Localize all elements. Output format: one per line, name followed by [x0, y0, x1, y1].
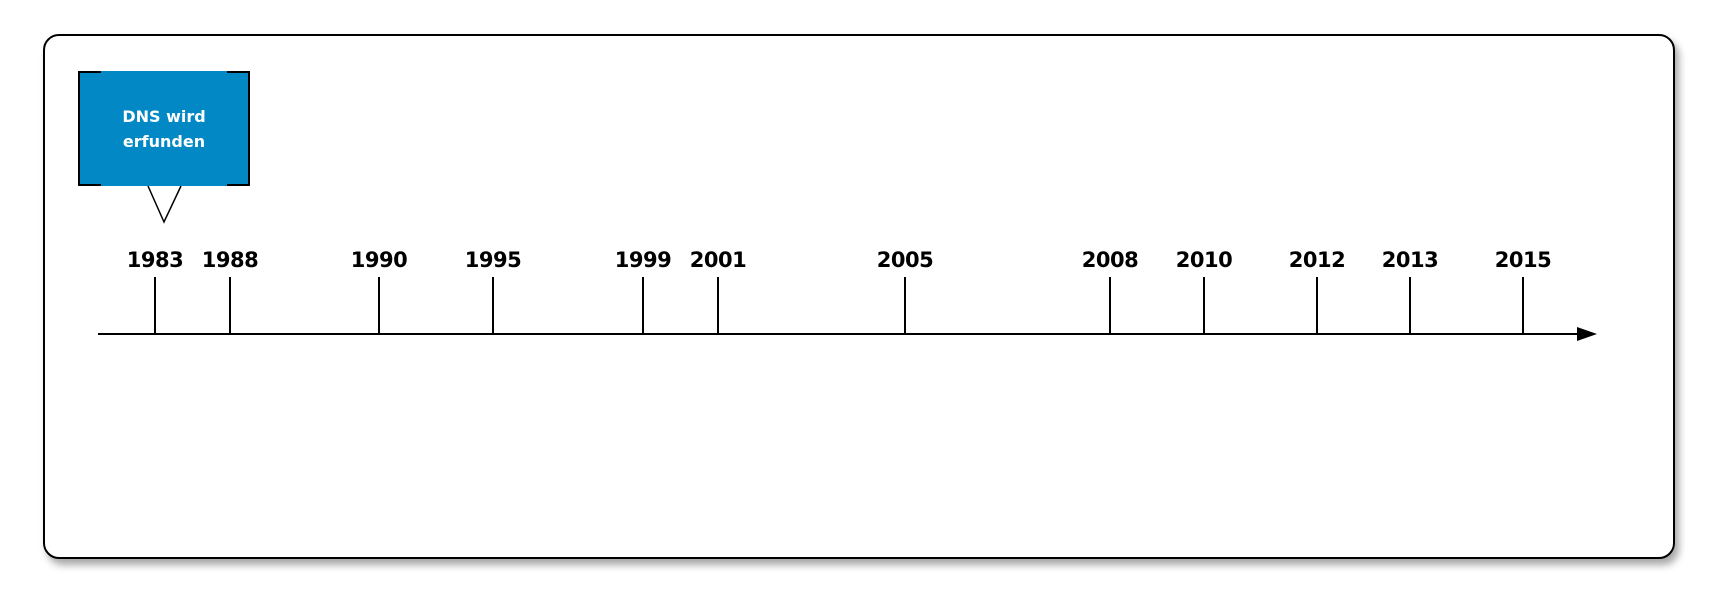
corner-mark	[79, 184, 101, 186]
year-label-2010: 2010	[1175, 248, 1233, 272]
year-label-2013: 2013	[1381, 248, 1439, 272]
corner-mark	[227, 184, 249, 186]
axis-arrow-icon	[1577, 327, 1597, 341]
event-callout-dns[interactable]: DNS wird erfunden	[78, 71, 250, 186]
callout-line-1: DNS wird	[122, 106, 206, 126]
year-label-2012: 2012	[1288, 248, 1346, 272]
timeline-card	[43, 34, 1675, 559]
callout-line-2: erfunden	[122, 131, 206, 151]
corner-mark	[79, 71, 101, 73]
year-label-1988: 1988	[201, 248, 259, 272]
year-label-2015: 2015	[1494, 248, 1552, 272]
callout-right-edge	[248, 71, 250, 186]
callout-text: DNS wird erfunden	[122, 104, 205, 154]
corner-mark	[227, 71, 249, 73]
year-label-2001: 2001	[689, 248, 747, 272]
year-label-2008: 2008	[1081, 248, 1139, 272]
year-label-1995: 1995	[464, 248, 522, 272]
callout-pointer	[147, 185, 182, 224]
callout-left-edge	[78, 71, 80, 186]
year-label-1999: 1999	[614, 248, 672, 272]
year-label-1990: 1990	[350, 248, 408, 272]
year-label-2005: 2005	[876, 248, 934, 272]
year-label-1983: 1983	[126, 248, 184, 272]
